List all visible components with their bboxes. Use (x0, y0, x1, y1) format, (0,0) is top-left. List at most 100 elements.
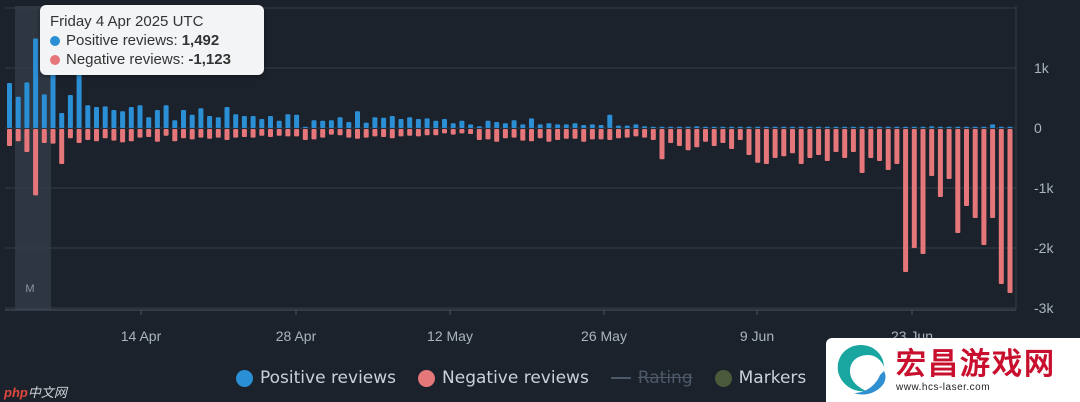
positive-review-bar[interactable] (250, 116, 256, 128)
negative-review-bar[interactable] (981, 129, 987, 245)
positive-review-bar[interactable] (485, 120, 491, 128)
negative-review-bar[interactable] (642, 129, 648, 138)
negative-review-bar[interactable] (146, 129, 152, 137)
positive-review-bar[interactable] (885, 126, 891, 128)
positive-review-bar[interactable] (355, 111, 360, 128)
negative-review-bar[interactable] (1007, 129, 1013, 293)
positive-review-bar[interactable] (111, 110, 117, 128)
positive-review-bar[interactable] (163, 105, 169, 128)
negative-review-bar[interactable] (929, 129, 935, 176)
negative-review-bar[interactable] (720, 129, 726, 143)
positive-review-bar[interactable] (720, 126, 726, 128)
negative-review-bar[interactable] (485, 129, 491, 140)
negative-review-bar[interactable] (181, 129, 186, 139)
negative-review-bar[interactable] (868, 129, 874, 158)
negative-review-bar[interactable] (711, 129, 717, 146)
negative-review-bar[interactable] (328, 129, 334, 135)
negative-review-bar[interactable] (824, 129, 830, 161)
negative-review-bar[interactable] (998, 129, 1004, 284)
positive-review-bar[interactable] (772, 126, 778, 128)
positive-review-bar[interactable] (181, 110, 186, 128)
negative-review-bar[interactable] (311, 129, 317, 140)
positive-review-bar[interactable] (102, 106, 108, 128)
negative-review-bar[interactable] (198, 129, 204, 138)
negative-review-bar[interactable] (163, 129, 169, 136)
positive-review-bar[interactable] (24, 82, 30, 128)
positive-review-bar[interactable] (676, 126, 682, 128)
positive-review-bar[interactable] (215, 117, 221, 128)
negative-review-bar[interactable] (41, 129, 47, 143)
negative-review-bar[interactable] (502, 129, 508, 139)
positive-review-bar[interactable] (937, 126, 943, 128)
negative-review-bar[interactable] (955, 129, 961, 233)
negative-review-bar[interactable] (154, 129, 160, 142)
positive-review-bar[interactable] (154, 110, 160, 128)
positive-review-bar[interactable] (320, 120, 326, 128)
positive-review-bar[interactable] (207, 116, 213, 128)
negative-review-bar[interactable] (755, 129, 761, 163)
negative-review-bar[interactable] (877, 129, 882, 161)
negative-review-bar[interactable] (598, 129, 604, 140)
negative-review-bar[interactable] (215, 129, 221, 138)
positive-review-bar[interactable] (703, 126, 708, 128)
negative-review-bar[interactable] (676, 129, 682, 146)
positive-review-bar[interactable] (607, 114, 613, 128)
negative-review-bar[interactable] (494, 129, 500, 142)
positive-review-bar[interactable] (981, 126, 987, 128)
positive-review-bar[interactable] (581, 125, 587, 128)
positive-review-bar[interactable] (546, 123, 552, 128)
negative-review-bar[interactable] (102, 129, 108, 139)
negative-review-bar[interactable] (850, 129, 856, 152)
negative-review-bar[interactable] (650, 129, 656, 140)
positive-review-bar[interactable] (868, 126, 874, 128)
positive-review-bar[interactable] (337, 117, 343, 128)
positive-review-bar[interactable] (859, 126, 865, 128)
positive-review-bar[interactable] (824, 126, 830, 128)
negative-review-bar[interactable] (763, 129, 769, 164)
positive-review-bar[interactable] (494, 122, 500, 128)
positive-review-bar[interactable] (964, 126, 969, 128)
negative-review-bar[interactable] (346, 129, 352, 138)
positive-review-bar[interactable] (276, 120, 282, 128)
positive-review-bar[interactable] (920, 126, 926, 128)
negative-review-bar[interactable] (772, 129, 778, 158)
legend-item-markers[interactable]: Markers (714, 368, 806, 388)
negative-review-bar[interactable] (59, 129, 65, 164)
positive-review-bar[interactable] (381, 117, 387, 128)
positive-review-bar[interactable] (685, 126, 691, 128)
negative-review-bar[interactable] (894, 129, 900, 164)
positive-review-bar[interactable] (59, 113, 65, 128)
negative-review-bar[interactable] (172, 129, 178, 142)
negative-review-bar[interactable] (964, 129, 969, 206)
negative-review-bar[interactable] (363, 129, 369, 138)
positive-review-bar[interactable] (442, 119, 447, 128)
negative-review-bar[interactable] (85, 129, 91, 140)
positive-review-bar[interactable] (572, 123, 578, 128)
negative-review-bar[interactable] (320, 129, 326, 138)
negative-review-bar[interactable] (224, 129, 230, 140)
negative-review-bar[interactable] (302, 129, 308, 140)
positive-review-bar[interactable] (990, 124, 996, 128)
positive-review-bar[interactable] (781, 126, 787, 128)
positive-review-bar[interactable] (850, 126, 856, 128)
negative-review-bar[interactable] (120, 129, 126, 143)
marker-label[interactable]: M (25, 283, 34, 295)
positive-review-bar[interactable] (903, 126, 909, 128)
positive-review-bar[interactable] (807, 126, 813, 128)
negative-review-bar[interactable] (546, 129, 552, 142)
positive-review-bar[interactable] (328, 120, 334, 128)
positive-review-bar[interactable] (94, 107, 99, 128)
positive-review-bar[interactable] (459, 120, 465, 128)
negative-review-bar[interactable] (137, 129, 143, 138)
negative-review-bar[interactable] (407, 129, 413, 136)
positive-review-bar[interactable] (41, 94, 47, 128)
negative-review-bar[interactable] (624, 129, 630, 138)
negative-review-bar[interactable] (607, 129, 613, 140)
negative-review-bar[interactable] (790, 129, 795, 154)
negative-review-bar[interactable] (685, 129, 691, 151)
positive-review-bar[interactable] (1007, 126, 1013, 128)
positive-review-bar[interactable] (946, 126, 952, 128)
negative-review-bar[interactable] (737, 129, 743, 140)
negative-review-bar[interactable] (424, 129, 430, 136)
negative-review-bar[interactable] (276, 129, 282, 136)
